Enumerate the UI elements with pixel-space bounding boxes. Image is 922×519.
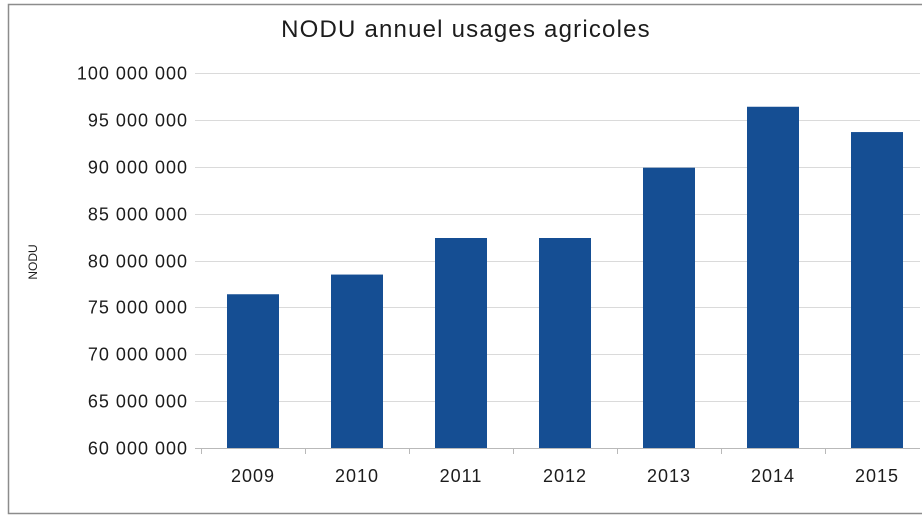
bar-2010 (331, 274, 383, 448)
y-tick-label: 60 000 000 (88, 439, 188, 459)
x-tick-label: 2011 (440, 466, 483, 486)
bar-2015 (851, 132, 903, 448)
bar-2013 (643, 167, 695, 448)
bar-2012 (539, 238, 591, 448)
chart-frame (7, 3, 922, 515)
x-tick-label: 2015 (855, 466, 899, 486)
chart-title: NODU annuel usages agricoles (281, 16, 651, 43)
bar-2014 (747, 106, 799, 448)
y-axis-tick-labels: 60 000 000 65 000 000 70 000 000 75 000 000… (77, 64, 188, 459)
y-tick-label: 65 000 000 (88, 392, 188, 412)
x-tick-label: 2012 (543, 466, 587, 486)
y-tick-label: 70 000 000 (88, 345, 188, 365)
bars (227, 106, 903, 448)
y-tick-label: 75 000 000 (88, 298, 188, 318)
x-axis-ticks: 2009 2010 2011 2012 2013 2014 2015 (201, 448, 899, 486)
x-tick-label: 2010 (335, 466, 379, 486)
bar-2009 (227, 294, 279, 448)
x-tick-label: 2009 (231, 466, 275, 486)
y-axis-label: NODU (26, 244, 40, 279)
y-tick-label: 90 000 000 (88, 158, 188, 178)
bar-2011 (435, 238, 487, 448)
y-tick-label: 95 000 000 (88, 111, 188, 131)
y-tick-label: 100 000 000 (77, 64, 188, 84)
x-tick-label: 2013 (647, 466, 691, 486)
x-tick-label: 2014 (751, 466, 795, 486)
y-tick-label: 80 000 000 (88, 252, 188, 272)
y-tick-label: 85 000 000 (88, 205, 188, 225)
